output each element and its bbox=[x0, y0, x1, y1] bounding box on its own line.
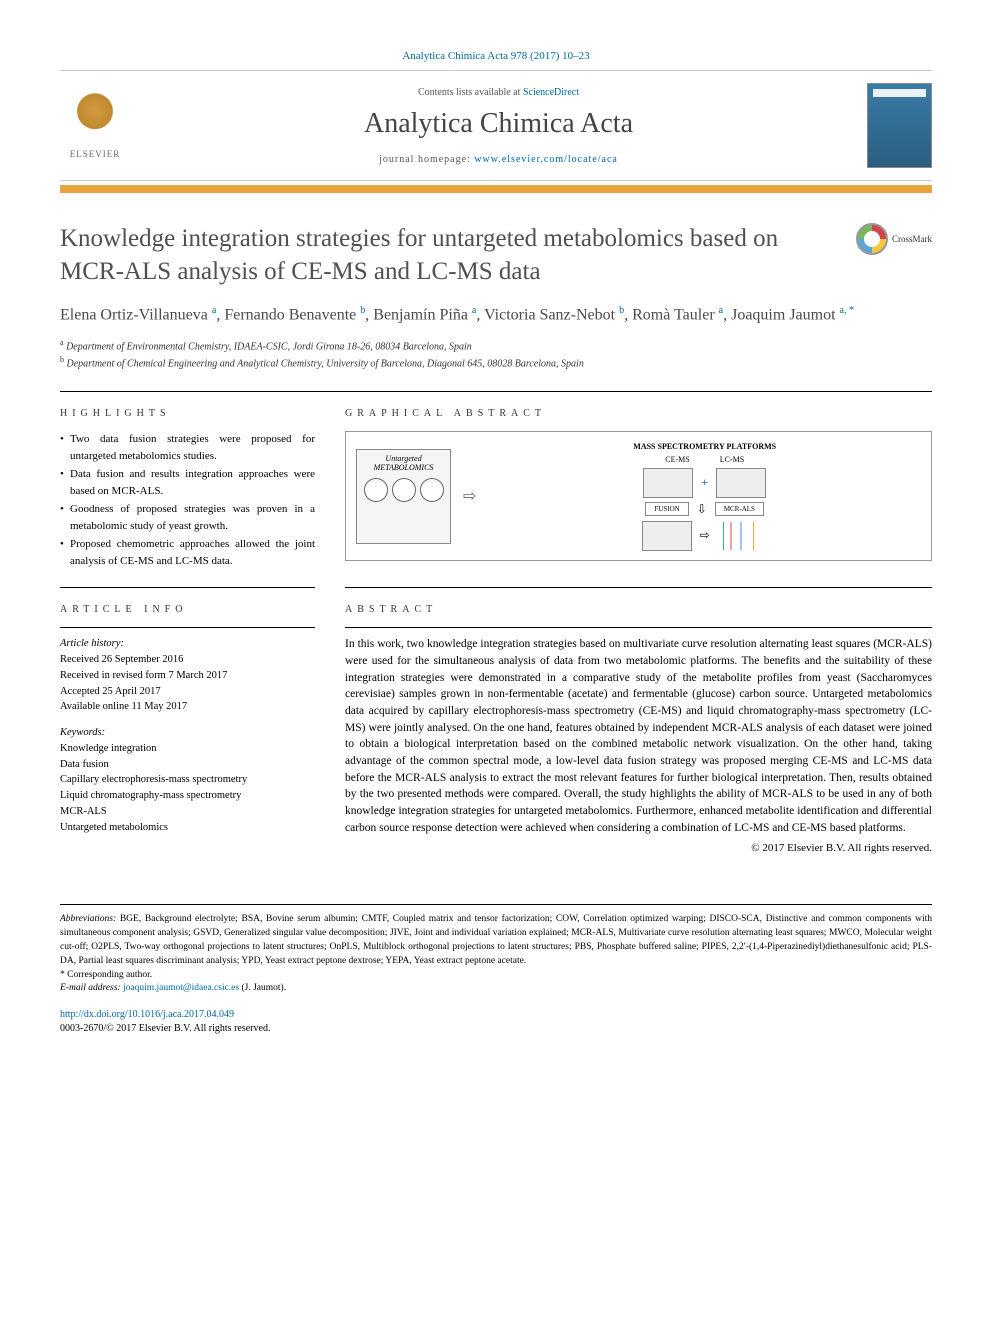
ga-spectrum-icon bbox=[718, 522, 768, 550]
divider-1 bbox=[60, 391, 932, 392]
copyright-line: © 2017 Elsevier B.V. All rights reserved… bbox=[345, 842, 932, 854]
ga-lcms-icon bbox=[716, 468, 766, 498]
abbreviations: Abbreviations: BGE, Background electroly… bbox=[60, 913, 932, 968]
ga-right-arrow-icon: ⇨ bbox=[700, 528, 710, 543]
keywords-list: Knowledge integrationData fusionCapillar… bbox=[60, 741, 315, 836]
email-suffix: (J. Jaumot). bbox=[239, 983, 286, 993]
affiliation-line: b Department of Chemical Engineering and… bbox=[60, 354, 932, 371]
keyword-item: Knowledge integration bbox=[60, 741, 315, 757]
ga-circle-icon bbox=[364, 478, 388, 502]
doi-link[interactable]: http://dx.doi.org/10.1016/j.aca.2017.04.… bbox=[60, 1009, 234, 1020]
orange-divider bbox=[60, 185, 932, 193]
corr-label: Corresponding author. bbox=[65, 970, 152, 980]
ga-fusion-label: FUSION bbox=[645, 502, 688, 516]
highlight-item: Proposed chemometric approaches allowed … bbox=[60, 536, 315, 569]
abstract-text: In this work, two knowledge integration … bbox=[345, 636, 932, 836]
article-title: Knowledge integration strategies for unt… bbox=[60, 223, 836, 288]
ga-cems-label: CE-MS bbox=[665, 455, 689, 464]
journal-header: ELSEVIER Contents lists available at Sci… bbox=[60, 70, 932, 181]
ga-plus-icon: + bbox=[701, 475, 708, 490]
ga-circle-icon bbox=[420, 478, 444, 502]
footnotes: Abbreviations: BGE, Background electroly… bbox=[60, 904, 932, 996]
abbrev-text: BGE, Background electrolyte; BSA, Bovine… bbox=[60, 914, 932, 965]
highlights-block: Two data fusion strategies were proposed… bbox=[60, 431, 315, 569]
email-label: E-mail address: bbox=[60, 983, 123, 993]
divider-4 bbox=[345, 587, 932, 588]
keyword-item: Untargeted metabolomics bbox=[60, 820, 315, 836]
keyword-item: MCR-ALS bbox=[60, 804, 315, 820]
email-link[interactable]: joaquim.jaumot@idaea.csic.es bbox=[123, 983, 239, 993]
elsevier-tree-icon bbox=[70, 92, 120, 147]
authors-list: Elena Ortiz-Villanueva a, Fernando Benav… bbox=[60, 304, 932, 327]
highlight-item: Goodness of proposed strategies was prov… bbox=[60, 501, 315, 534]
issn-line: 0003-2670/© 2017 Elsevier B.V. All right… bbox=[60, 1023, 270, 1034]
corresponding-author: * Corresponding author. bbox=[60, 969, 932, 983]
highlights-heading: HIGHLIGHTS bbox=[60, 408, 315, 419]
abstract-heading: ABSTRACT bbox=[345, 604, 932, 615]
homepage-line: journal homepage: www.elsevier.com/locat… bbox=[130, 154, 867, 165]
graphical-abstract: Untargeted METABOLOMICS ⇨ MASS SPECTROME… bbox=[345, 431, 932, 561]
homepage-link[interactable]: www.elsevier.com/locate/aca bbox=[474, 154, 618, 165]
article-info-heading: ARTICLE INFO bbox=[60, 604, 315, 615]
email-line: E-mail address: joaquim.jaumot@idaea.csi… bbox=[60, 982, 932, 996]
divider-5 bbox=[345, 627, 932, 628]
affiliations: a Department of Environmental Chemistry,… bbox=[60, 337, 932, 372]
doi-block: http://dx.doi.org/10.1016/j.aca.2017.04.… bbox=[60, 1008, 932, 1036]
highlight-item: Data fusion and results integration appr… bbox=[60, 466, 315, 499]
accepted-date: Accepted 25 April 2017 bbox=[60, 686, 161, 697]
highlight-item: Two data fusion strategies were proposed… bbox=[60, 431, 315, 464]
ga-ms-title: MASS SPECTROMETRY PLATFORMS bbox=[633, 442, 776, 451]
article-info-block: Article history: Received 26 September 2… bbox=[60, 636, 315, 835]
keywords-label: Keywords: bbox=[60, 725, 315, 741]
ga-down-arrow-icon: ⇩ bbox=[697, 502, 707, 517]
received-date: Received 26 September 2016 bbox=[60, 654, 183, 665]
contents-prefix: Contents lists available at bbox=[418, 87, 523, 98]
elsevier-text: ELSEVIER bbox=[70, 149, 121, 159]
history-label: Article history: bbox=[60, 638, 124, 649]
affiliation-line: a Department of Environmental Chemistry,… bbox=[60, 337, 932, 354]
keyword-item: Data fusion bbox=[60, 757, 315, 773]
divider-3 bbox=[60, 627, 315, 628]
ga-untargeted-box: Untargeted METABOLOMICS bbox=[356, 449, 451, 544]
keyword-item: Liquid chromatography-mass spectrometry bbox=[60, 788, 315, 804]
ga-arrow-icon: ⇨ bbox=[463, 486, 476, 506]
revised-date: Received in revised form 7 March 2017 bbox=[60, 670, 227, 681]
ga-cems-icon bbox=[643, 468, 693, 498]
divider-2 bbox=[60, 587, 315, 588]
ga-circle-icon bbox=[392, 478, 416, 502]
citation-line: Analytica Chimica Acta 978 (2017) 10–23 bbox=[60, 50, 932, 62]
elsevier-logo: ELSEVIER bbox=[60, 86, 130, 166]
online-date: Available online 11 May 2017 bbox=[60, 701, 187, 712]
crossmark-label: CrossMark bbox=[892, 234, 932, 244]
ga-right-panel: MASS SPECTROMETRY PLATFORMS CE-MS LC-MS … bbox=[488, 442, 921, 551]
journal-name: Analytica Chimica Acta bbox=[130, 108, 867, 140]
ga-sample-circles bbox=[364, 478, 444, 502]
ga-mcrals-label: MCR-ALS bbox=[715, 502, 764, 516]
abbrev-label: Abbreviations: bbox=[60, 914, 116, 924]
keyword-item: Capillary electrophoresis-mass spectrome… bbox=[60, 772, 315, 788]
ga-lcms-label: LC-MS bbox=[720, 455, 744, 464]
crossmark-icon bbox=[856, 223, 888, 255]
journal-cover-thumb bbox=[867, 83, 932, 168]
homepage-prefix: journal homepage: bbox=[379, 154, 474, 165]
crossmark-badge[interactable]: CrossMark bbox=[856, 223, 932, 255]
ga-left-title: Untargeted METABOLOMICS bbox=[361, 454, 446, 472]
ga-result-box-icon bbox=[642, 521, 692, 551]
contents-line: Contents lists available at ScienceDirec… bbox=[130, 87, 867, 98]
graphical-abstract-heading: GRAPHICAL ABSTRACT bbox=[345, 408, 932, 419]
sciencedirect-link[interactable]: ScienceDirect bbox=[523, 87, 579, 98]
